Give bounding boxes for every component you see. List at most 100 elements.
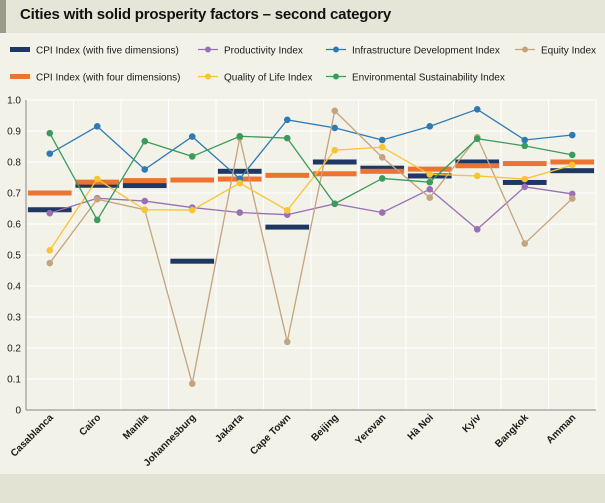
legend-label-environmental: Environmental Sustainability Index	[352, 73, 505, 84]
chart-title: Cities with solid prosperity factors – s…	[20, 6, 391, 23]
data-point-equity	[46, 259, 54, 267]
bar-marker-cpi4	[170, 177, 215, 183]
x-tick-label: Bangkok	[493, 412, 531, 450]
series-line-equity	[49, 109, 573, 384]
y-tick-label: 0.6	[7, 220, 21, 231]
y-tick-label: 0.5	[7, 251, 21, 262]
series-line-quality	[49, 146, 573, 251]
bar-marker-cpi4	[502, 161, 547, 167]
y-tick-label: 0.9	[7, 127, 21, 138]
bar-marker-cpi5	[122, 183, 167, 189]
data-point-environmental	[46, 129, 54, 137]
y-tick-label: 0.2	[7, 344, 21, 355]
data-point-infrastructure	[46, 150, 54, 157]
data-point-quality	[568, 161, 576, 169]
x-tick-label: Amman	[545, 412, 579, 446]
bar-marker-cpi5	[27, 207, 72, 213]
data-point-quality	[283, 207, 291, 214]
x-tick-label: Jakarta	[213, 412, 246, 445]
data-point-productivity	[426, 185, 434, 193]
legend-label-infrastructure: Infrastructure Development Index	[352, 46, 500, 57]
legend-swatch-cpi4	[10, 74, 30, 79]
bar-marker-cpi4	[122, 178, 167, 184]
data-point-quality	[521, 175, 529, 183]
data-point-infrastructure	[331, 124, 339, 132]
data-point-quality	[331, 146, 339, 154]
data-point-environmental	[426, 178, 434, 186]
data-point-environmental	[283, 134, 291, 142]
y-tick-label: 0.4	[7, 282, 21, 293]
data-point-equity	[188, 380, 196, 387]
data-point-productivity	[568, 190, 576, 198]
data-point-infrastructure	[426, 123, 434, 130]
data-point-quality	[473, 172, 481, 180]
title-bar: Cities with solid prosperity factors – s…	[0, 0, 605, 34]
bar-marker-cpi5	[170, 258, 215, 264]
bar-marker-cpi4	[360, 168, 405, 174]
data-point-environmental	[521, 142, 529, 150]
data-point-environmental	[141, 137, 149, 145]
data-point-environmental	[236, 132, 244, 140]
series-line-environmental	[49, 132, 573, 222]
bar-marker-cpi5	[502, 179, 547, 185]
data-point-productivity	[521, 183, 529, 191]
bar-marker-cpi5	[455, 159, 500, 165]
data-point-productivity	[236, 209, 244, 216]
data-point-infrastructure	[188, 133, 196, 140]
data-point-environmental	[93, 216, 101, 224]
legend-swatch-marker-productivity	[205, 46, 211, 53]
data-point-infrastructure	[378, 136, 386, 144]
data-point-productivity	[378, 209, 386, 216]
data-point-equity	[378, 154, 386, 161]
bar-marker-cpi5	[75, 182, 120, 188]
data-point-productivity	[46, 209, 54, 217]
legend-label-equity: Equity Index	[541, 46, 596, 57]
data-point-quality	[378, 143, 386, 151]
x-tick-label: Cape Town	[248, 412, 293, 457]
series-line-productivity	[49, 186, 573, 231]
data-point-environmental	[473, 135, 481, 143]
legend-label-quality: Quality of Life Index	[224, 73, 312, 84]
bar-marker-cpi5	[312, 159, 357, 165]
legend-swatch-cpi5	[10, 47, 30, 52]
y-tick-label: 0.7	[7, 189, 21, 200]
footer-band	[0, 474, 605, 503]
x-tick-label: Johannesburg	[142, 412, 199, 469]
x-tick-label: Kyiv	[461, 412, 484, 435]
x-tick-label: Cairo	[78, 412, 104, 438]
bar-marker-cpi5	[550, 168, 595, 174]
bar-marker-cpi5	[265, 224, 310, 230]
y-tick-label: 1.0	[7, 96, 21, 107]
data-point-equity	[568, 195, 576, 202]
title-accent	[0, 0, 6, 33]
data-point-infrastructure	[568, 131, 576, 139]
data-point-quality	[188, 206, 196, 214]
bar-marker-cpi5	[360, 165, 405, 171]
x-tick-label: Manila	[121, 412, 151, 442]
data-point-infrastructure	[283, 116, 291, 124]
bar-marker-cpi4	[407, 166, 452, 172]
data-point-infrastructure	[521, 136, 529, 144]
x-tick-label: Beijing	[310, 412, 341, 443]
bar-marker-cpi4	[455, 163, 500, 169]
data-point-productivity	[141, 197, 149, 205]
data-point-equity	[426, 194, 434, 201]
data-point-equity	[93, 195, 101, 203]
bar-marker-cpi4	[265, 172, 310, 178]
legend-label-cpi5: CPI Index (with five dimensions)	[36, 46, 179, 57]
x-tick-label: Casablanca	[9, 412, 56, 459]
data-point-equity	[331, 107, 339, 115]
y-tick-label: 0.8	[7, 158, 21, 169]
legend-swatch-marker-equity	[522, 46, 528, 53]
bar-marker-cpi4	[27, 190, 72, 196]
data-point-quality	[46, 247, 54, 254]
series-line-infrastructure	[49, 108, 573, 180]
data-point-environmental	[568, 151, 576, 159]
data-point-equity	[283, 338, 291, 346]
data-point-infrastructure	[93, 123, 101, 130]
y-tick-label: 0.3	[7, 313, 21, 324]
x-tick-label: Hà Noi	[406, 412, 436, 442]
data-point-environmental	[331, 200, 339, 208]
bar-marker-cpi5	[217, 168, 262, 174]
